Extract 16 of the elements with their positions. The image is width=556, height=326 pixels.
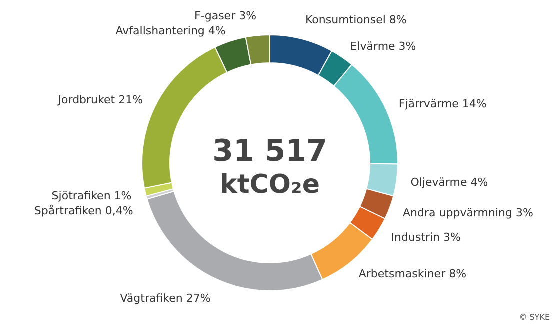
slice-label: Sjötrafiken 1% [52,189,132,202]
slice-label: Spårtrafiken 0,4% [34,204,134,218]
slice-label: Konsumtionsel 8% [306,14,407,27]
slice-label: Jordbruket 21% [57,93,144,106]
slice-label: Fjärrvärme 14% [398,97,487,110]
slice-label: Andra uppvärmning 3% [403,206,534,220]
slice-label: Avfallshantering 4% [116,24,226,38]
text: ktCO₂e [220,170,320,200]
slice-label: Arbetsmaskiner 8% [358,268,467,281]
text: 31 517 [212,134,328,169]
slice-label: F-gaser 3% [194,10,257,23]
text: © SYKE [519,313,550,322]
slice-label: Vägtrafiken 27% [120,292,211,306]
slice-label: Industrin 3% [391,230,462,244]
slice-label: Oljevärme 4% [410,176,488,190]
slice-label: Elvärme 3% [350,40,416,53]
